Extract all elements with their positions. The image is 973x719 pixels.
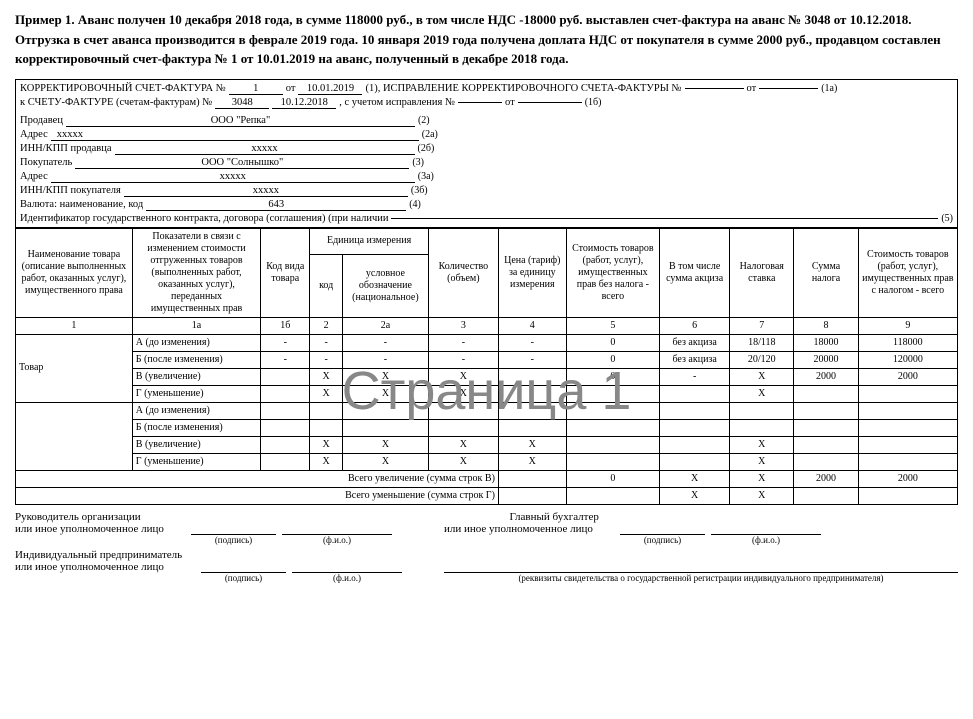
m2b: (2б) bbox=[418, 143, 435, 154]
sf-tail: , с учетом исправления № bbox=[339, 97, 455, 108]
ot1: от bbox=[286, 83, 296, 94]
n5: 5 bbox=[566, 317, 659, 334]
m2: (2) bbox=[418, 115, 430, 126]
form-header: КОРРЕКТИРОВОЧНЫЙ СЧЕТ-ФАКТУРА № 1 от 10.… bbox=[15, 79, 958, 228]
buyer-addr: ххххх bbox=[51, 171, 415, 183]
sf-no: 3048 bbox=[215, 97, 269, 109]
th-6: В том числе сумма акциза bbox=[660, 228, 730, 317]
inn1-val: ххххх bbox=[115, 143, 415, 155]
or1: или иное уполномоченное лицо bbox=[15, 523, 164, 535]
ispr-no bbox=[458, 102, 502, 103]
r2g-lbl: Г (уменьшение) bbox=[132, 453, 260, 470]
ot3: от bbox=[505, 97, 515, 108]
n1: 1 bbox=[16, 317, 133, 334]
n8: 8 bbox=[794, 317, 858, 334]
sf-label: к СЧЕТУ-ФАКТУРЕ (счетам-фактурам) № bbox=[20, 97, 212, 108]
th-4: Цена (тариф) за единицу измерения bbox=[498, 228, 566, 317]
th-1b: Код вида товара bbox=[261, 228, 310, 317]
signature-block: Руководитель организации Главный бухгалт… bbox=[15, 511, 958, 583]
r2a-lbl: А (до изменения) bbox=[132, 402, 260, 419]
th-sym: условное обозначение (национальное) bbox=[343, 254, 429, 317]
ksf-date: 10.01.2019 bbox=[298, 83, 362, 95]
th-8: Сумма налога bbox=[794, 228, 858, 317]
contract-lbl: Идентификатор государственного контракта… bbox=[20, 213, 388, 224]
n9: 9 bbox=[858, 317, 957, 334]
inn1-lbl: ИНН/КПП продавца bbox=[20, 143, 112, 154]
r2b-lbl: Б (после изменения) bbox=[132, 419, 260, 436]
m5: (5) bbox=[941, 213, 953, 224]
main-table: Наименование товара (описание выполненны… bbox=[15, 228, 958, 505]
marker-1b: (1б) bbox=[585, 97, 602, 108]
cap-reqv: (реквизиты свидетельства о государственн… bbox=[444, 573, 958, 583]
totG-lbl: Всего уменьшение (сумма строк Г) bbox=[16, 487, 499, 504]
marker-1: (1), ИСПРАВЛЕНИЕ КОРРЕКТИРОВОЧНОГО СЧЕТА… bbox=[365, 83, 681, 94]
r1b-lbl: Б (после изменения) bbox=[132, 351, 260, 368]
ispr-date bbox=[518, 102, 582, 103]
totV-lbl: Всего увеличение (сумма строк В) bbox=[16, 470, 499, 487]
cap-f2: (ф.и.о.) bbox=[711, 535, 821, 545]
th-3: Количество (объем) bbox=[428, 228, 498, 317]
th-unit: Единица измерения bbox=[310, 228, 429, 254]
n1b: 1б bbox=[261, 317, 310, 334]
cap-f1: (ф.и.о.) bbox=[282, 535, 392, 545]
inn2-lbl: ИНН/КПП покупателя bbox=[20, 185, 121, 196]
seller-lbl: Продавец bbox=[20, 115, 63, 126]
ksf-label: КОРРЕКТИРОВОЧНЫЙ СЧЕТ-ФАКТУРА № bbox=[20, 83, 226, 94]
r2v-lbl: В (увеличение) bbox=[132, 436, 260, 453]
tovar2 bbox=[16, 402, 133, 470]
n4: 4 bbox=[498, 317, 566, 334]
m3: (3) bbox=[412, 157, 424, 168]
addr-lbl1: Адрес bbox=[20, 129, 48, 140]
r1g-lbl: Г (уменьшение) bbox=[132, 385, 260, 402]
m2a: (2а) bbox=[422, 129, 438, 140]
ksf-no: 1 bbox=[229, 83, 283, 95]
chief-lbl: Главный бухгалтер bbox=[510, 511, 599, 523]
dir-lbl: Руководитель организации bbox=[15, 511, 141, 523]
ip-lbl: Индивидуальный предприниматель bbox=[15, 549, 182, 561]
intro-text: Пример 1. Аванс получен 10 декабря 2018 … bbox=[15, 10, 958, 69]
ot2: от bbox=[747, 83, 757, 94]
m3b: (3б) bbox=[411, 185, 428, 196]
buyer-lbl: Покупатель bbox=[20, 157, 72, 168]
cap-p3: (подпись) bbox=[201, 573, 286, 583]
th-5: Стоимость товаров (работ, услуг), имущес… bbox=[566, 228, 659, 317]
r1v-lbl: В (увеличение) bbox=[132, 368, 260, 385]
cap-p2: (подпись) bbox=[620, 535, 705, 545]
or3: или иное уполномоченное лицо bbox=[15, 561, 164, 573]
th-1a: Показатели в связи с изменением стоимост… bbox=[132, 228, 260, 317]
n6: 6 bbox=[660, 317, 730, 334]
or2: или иное уполномоченное лицо bbox=[444, 523, 593, 535]
addr-lbl2: Адрес bbox=[20, 171, 48, 182]
m3a: (3а) bbox=[418, 171, 434, 182]
n1a: 1a bbox=[132, 317, 260, 334]
n2: 2 bbox=[310, 317, 343, 334]
buyer-val: ООО "Солнышко" bbox=[75, 157, 409, 169]
tovar: Товар bbox=[16, 334, 133, 402]
n2a: 2а bbox=[343, 317, 429, 334]
isf-no bbox=[685, 88, 744, 89]
seller-val: ООО "Репка" bbox=[66, 115, 415, 127]
inn2-val: ххххх bbox=[124, 185, 408, 197]
r1a-lbl: А (до изменения) bbox=[132, 334, 260, 351]
cap-f3: (ф.и.о.) bbox=[292, 573, 402, 583]
th-9: Стоимость товаров (работ, услуг), имущес… bbox=[858, 228, 957, 317]
isf-date bbox=[759, 88, 818, 89]
m4: (4) bbox=[409, 199, 421, 210]
th-1: Наименование товара (описание выполненны… bbox=[16, 228, 133, 317]
seller-addr: ххххх bbox=[51, 129, 419, 141]
marker-1a: (1а) bbox=[821, 83, 837, 94]
curr-val: 643 bbox=[146, 199, 406, 211]
n7: 7 bbox=[730, 317, 794, 334]
cap-p1: (подпись) bbox=[191, 535, 276, 545]
n3: 3 bbox=[428, 317, 498, 334]
sf-date: 10.12.2018 bbox=[272, 97, 336, 109]
th-code: код bbox=[310, 254, 343, 317]
curr-lbl: Валюта: наименование, код bbox=[20, 199, 143, 210]
th-7: Налоговая ставка bbox=[730, 228, 794, 317]
